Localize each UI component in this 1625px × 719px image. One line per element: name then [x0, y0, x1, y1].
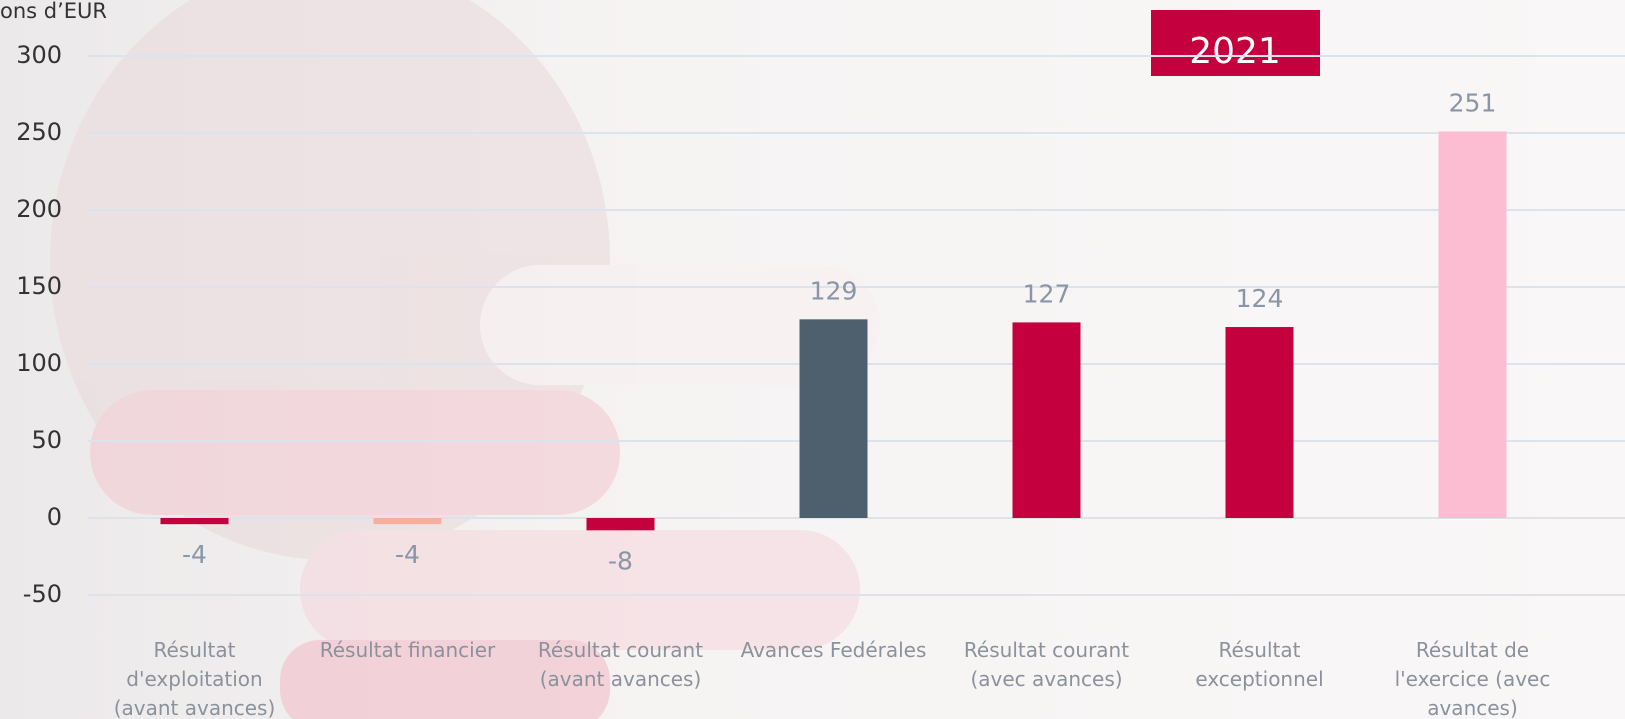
y-tick-label: -50: [23, 580, 62, 608]
value-label: 251: [1449, 88, 1497, 117]
y-tick-label: 250: [16, 118, 62, 146]
bar: [1438, 131, 1507, 518]
x-tick-label: Résultat courant (avec avances): [963, 638, 1130, 691]
bar: [373, 518, 442, 525]
x-tick-label: Résultat de l'exercice (avec avances): [1394, 638, 1551, 719]
bar: [586, 518, 655, 531]
x-tick-label: Résultat financier: [319, 638, 496, 662]
y-tick-label: 200: [16, 195, 62, 223]
axis-label: ons d’EUR: [0, 0, 107, 23]
y-tick-label: 300: [16, 41, 62, 69]
bar: [799, 319, 868, 518]
bar: [1225, 327, 1294, 518]
bar: [1012, 322, 1081, 518]
value-label: 124: [1236, 284, 1284, 313]
y-tick-label: 100: [16, 349, 62, 377]
y-tick-label: 150: [16, 272, 62, 300]
y-tick-label: 0: [47, 503, 62, 531]
x-tick-label: Résultat exceptionnel: [1195, 638, 1324, 691]
value-label: -4: [395, 540, 420, 569]
annotation-box: [1151, 10, 1320, 76]
x-tick-label: Avances Fedérales: [740, 638, 927, 662]
value-label: -8: [608, 546, 633, 575]
value-label: 127: [1023, 279, 1071, 308]
y-tick-label: 50: [31, 426, 62, 454]
annotation: 2021: [1189, 31, 1281, 72]
x-tick-label: Résultat d'exploitation (avant avances): [113, 638, 276, 719]
background: [50, 0, 880, 719]
value-label: -4: [182, 540, 207, 569]
value-label: 129: [810, 276, 858, 305]
x-tick-label: Résultat courant (avant avances): [537, 638, 704, 691]
bar: [160, 518, 229, 525]
